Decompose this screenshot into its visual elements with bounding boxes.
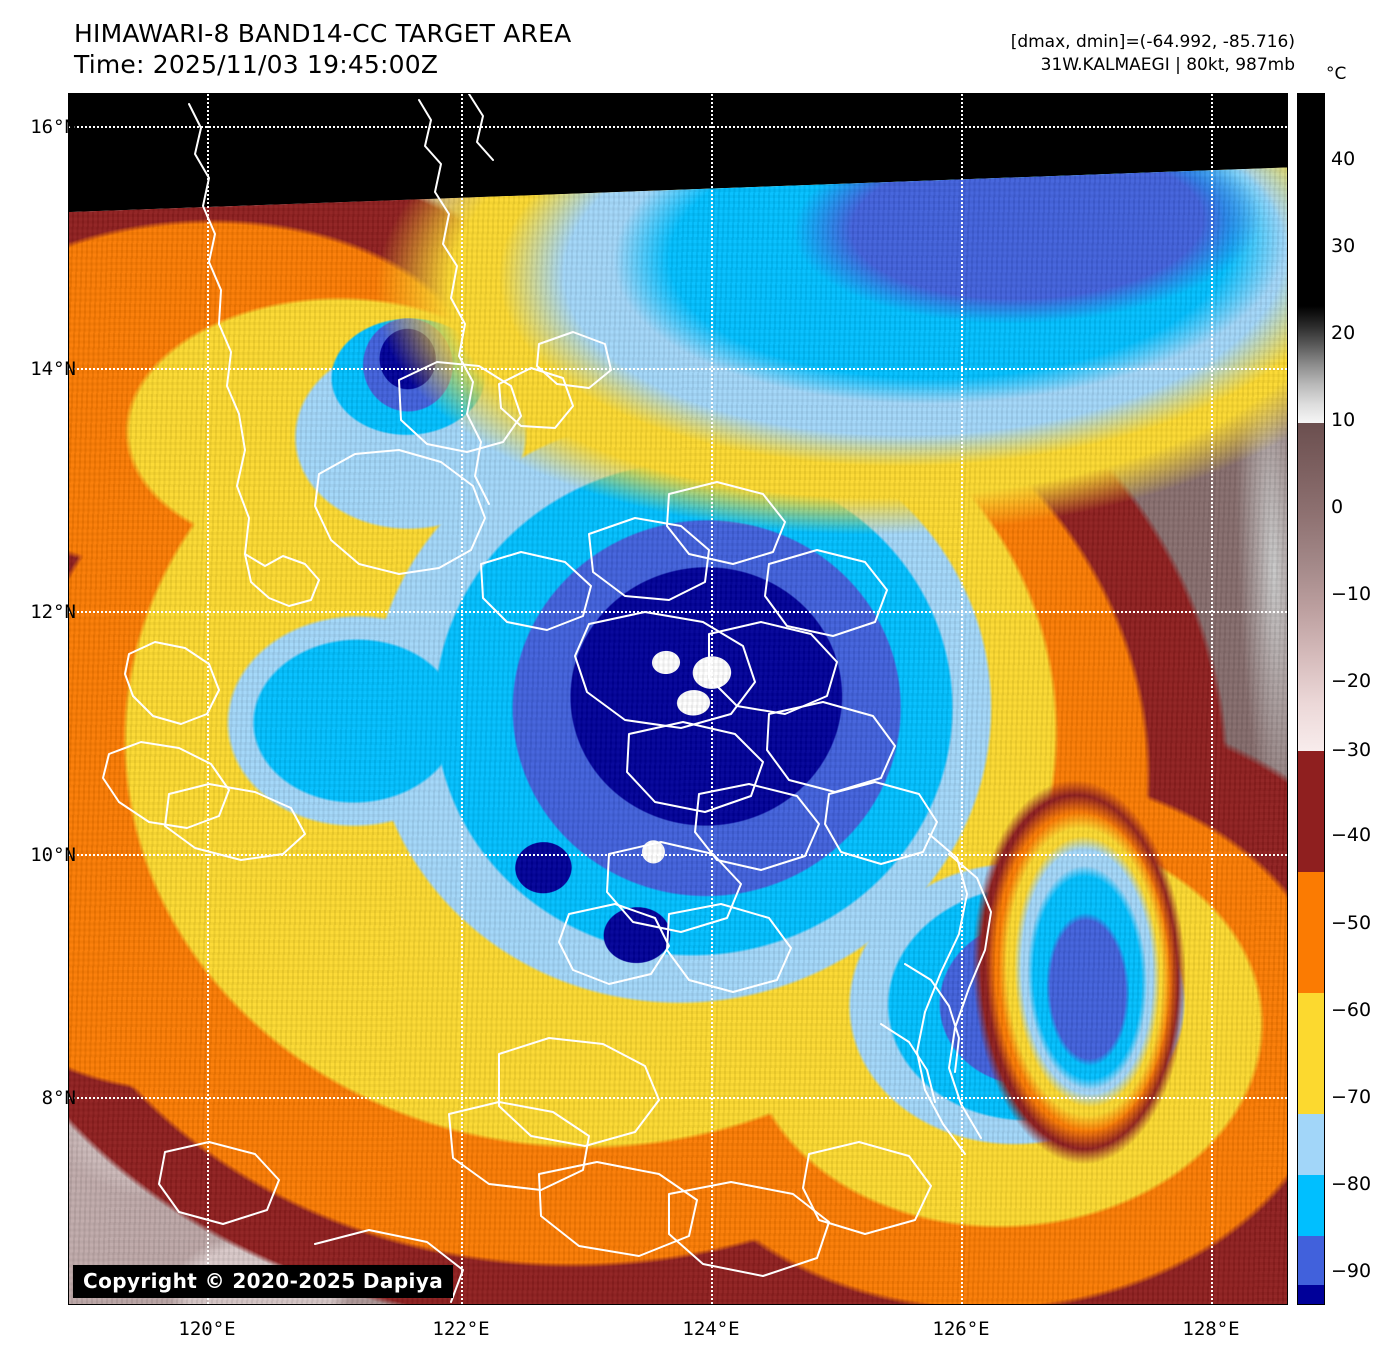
colorbar-tick-m10: −10 [1331,583,1372,605]
colorbar-band-grayscale [1298,306,1324,423]
x-tick-128e: 128°E [1182,1318,1240,1340]
colorbar[interactable] [1297,93,1325,1305]
y-tick-10n: 10°N [30,844,76,866]
x-tick-120e: 120°E [178,1318,236,1340]
y-tick-14n: 14°N [30,358,76,380]
title-block: HIMAWARI-8 BAND14-CC TARGET AREA Time: 2… [74,18,571,80]
map-clip: Copyright © 2020-2025 Dapiya [69,94,1287,1304]
colorbar-band-yellow [1298,993,1324,1114]
colorbar-tick-m50: −50 [1331,912,1372,934]
gridline-lat-14 [69,368,1287,370]
x-tick-124e: 124°E [682,1318,740,1340]
colorbar-tick-m70: −70 [1331,1086,1372,1108]
colorbar-tick-m90: −90 [1331,1260,1372,1282]
colorbar-band-navy [1298,1285,1324,1304]
copyright-banner: Copyright © 2020-2025 Dapiya [73,1265,454,1298]
gridline-lat-16 [69,126,1287,128]
timestamp-line: Time: 2025/11/03 19:45:00Z [74,50,439,79]
colorbar-tick-30: 30 [1331,235,1356,257]
colorbar-tick-m30: −30 [1331,739,1372,761]
colorbar-band-cyan [1298,1175,1324,1236]
y-tick-16n: 16°N [30,116,76,138]
colorbar-tick-10: 10 [1331,409,1356,431]
y-tick-12n: 12°N [30,601,76,623]
y-tick-8n: 8°N [41,1087,76,1109]
x-tick-126e: 126°E [932,1318,990,1340]
colorbar-band-lightblue [1298,1114,1324,1175]
colorbar-tick-m80: −80 [1331,1173,1372,1195]
gridline-lon-120 [207,94,209,1304]
gridline-lon-122 [461,94,463,1304]
colorbar-tick-m40: −40 [1331,824,1372,846]
colorbar-tick-m60: −60 [1331,999,1372,1021]
metadata-block: [dmax, dmin]=(-64.992, -85.716) 31W.KALM… [1011,31,1295,77]
colorbar-band-black [1298,94,1324,306]
colorbar-band-brown [1298,423,1324,751]
colorbar-tick-20: 20 [1331,322,1356,344]
colorbar-unit-label: °C [1326,64,1347,84]
colorbar-band-blue [1298,1236,1324,1285]
x-tick-122e: 122°E [432,1318,490,1340]
gridline-lon-126 [961,94,963,1304]
gridline-lat-12 [69,611,1287,613]
map-plot-area[interactable]: Copyright © 2020-2025 Dapiya [68,93,1288,1305]
gridline-lat-8 [69,1097,1287,1099]
ir-texture-overlay-2 [69,166,1287,1304]
gridline-lon-124 [711,94,713,1304]
satellite-ir-scene [69,166,1287,1304]
colorbar-band-darkred [1298,751,1324,872]
colorbar-tick-m20: −20 [1331,670,1372,692]
dmax-dmin-label: [dmax, dmin]=(-64.992, -85.716) [1010,32,1295,52]
gridline-lat-10 [69,854,1287,856]
colorbar-tick-0: 0 [1331,496,1344,518]
storm-info-label: 31W.KALMAEGI | 80kt, 987mb [1040,55,1295,75]
colorbar-tick-40: 40 [1331,148,1356,170]
page-title: HIMAWARI-8 BAND14-CC TARGET AREA [74,19,572,48]
gridline-lon-128 [1211,94,1213,1304]
colorbar-band-orange [1298,872,1324,993]
